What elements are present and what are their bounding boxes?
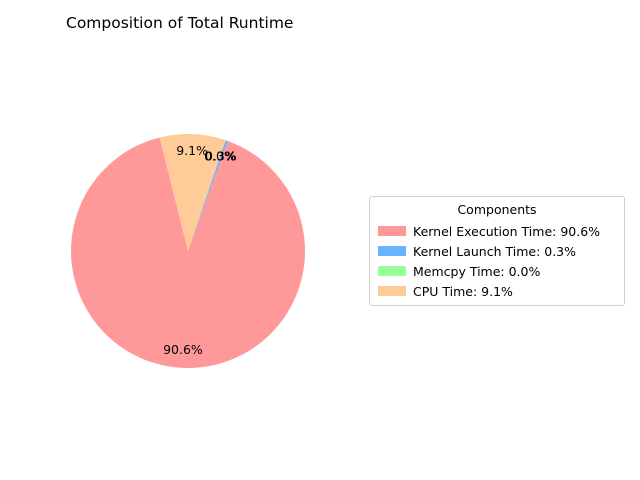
pie-label-cpu-time: 9.1%	[176, 143, 208, 158]
chart-title: Composition of Total Runtime	[66, 14, 294, 32]
legend-item-kernel-launch-time: Kernel Launch Time: 0.3%	[378, 241, 616, 261]
pie-slice-kernel-execution-time	[71, 137, 306, 369]
legend: Components Kernel Execution Time: 90.6% K…	[369, 196, 625, 306]
legend-label: Kernel Launch Time: 0.3%	[413, 243, 577, 259]
legend-swatch	[378, 246, 406, 256]
pie-slice-kernel-launch-time	[188, 140, 228, 251]
legend-swatch	[378, 286, 406, 296]
legend-item-cpu-time: CPU Time: 9.1%	[378, 281, 616, 301]
legend-item-memcpy-time: Memcpy Time: 0.0%	[378, 261, 616, 281]
legend-label: CPU Time: 9.1%	[413, 283, 513, 299]
pie-percent-labels: 90.6% 0.3%0.0%9.1%	[163, 143, 237, 357]
legend-label: Memcpy Time: 0.0%	[413, 263, 541, 279]
pie-slices	[71, 134, 306, 369]
pie-label-kernel-execution-time: 90.6%	[163, 342, 203, 357]
legend-item-kernel-execution-time: Kernel Execution Time: 90.6%	[378, 221, 616, 241]
legend-title: Components	[457, 202, 537, 217]
pie-slice-cpu-time	[159, 134, 226, 251]
pie-label-kernel-launch-time: 0.3%	[205, 149, 237, 164]
legend-items: Kernel Execution Time: 90.6% Kernel Launc…	[378, 221, 616, 301]
legend-label: Kernel Execution Time: 90.6%	[413, 223, 601, 239]
legend-swatch	[378, 226, 406, 236]
pie-label-memcpy-time: 0.0%	[204, 148, 236, 163]
legend-swatch	[378, 266, 406, 276]
